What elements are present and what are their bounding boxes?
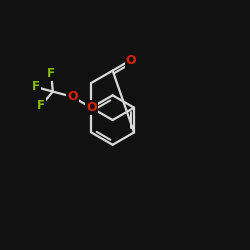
- Text: O: O: [67, 90, 78, 103]
- Text: O: O: [86, 101, 97, 114]
- Text: F: F: [32, 80, 40, 94]
- Text: F: F: [47, 67, 55, 80]
- Text: F: F: [37, 99, 45, 112]
- Text: O: O: [126, 54, 136, 66]
